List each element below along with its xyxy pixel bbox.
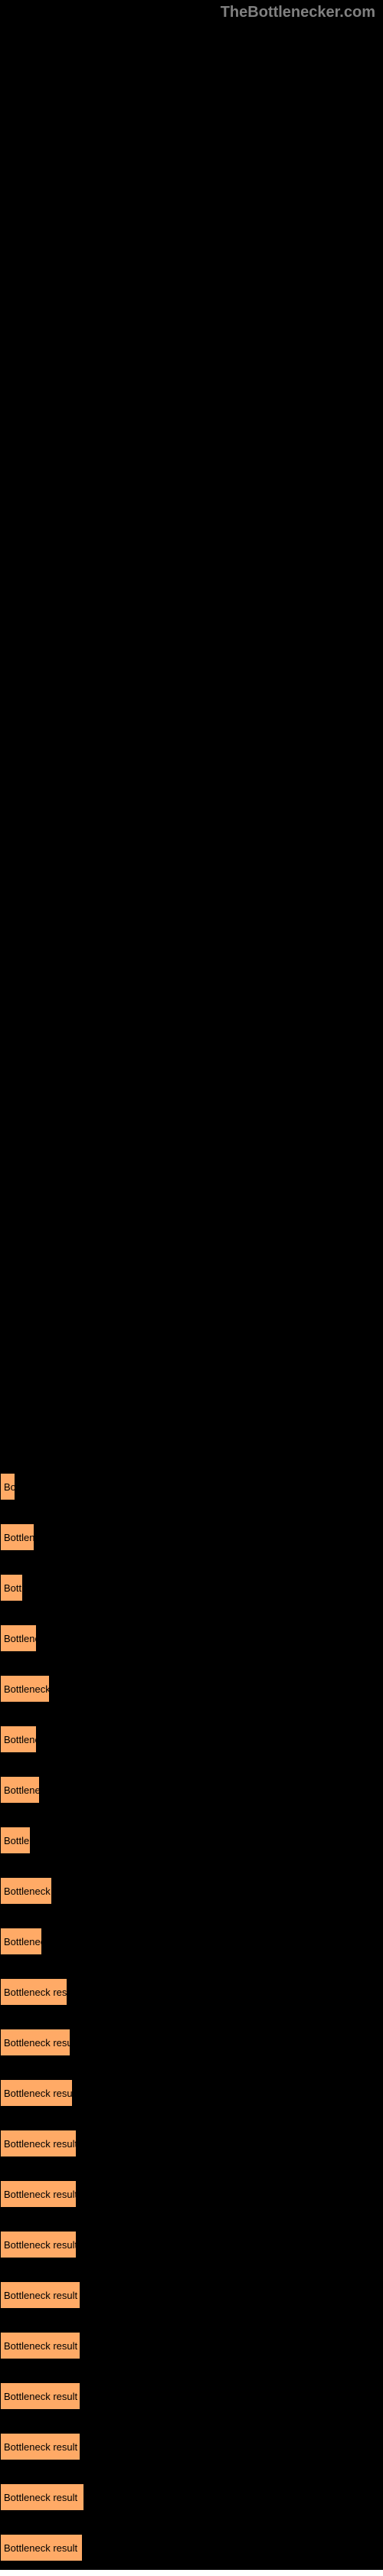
chart-bar: Bottleneck result <box>0 2382 80 2410</box>
chart-bar: Bottleneck result <box>0 1776 40 1804</box>
chart-bar: Bottleneck result <box>0 1624 37 1652</box>
chart-row: Bottleneck result <box>0 2525 383 2570</box>
chart-bar: Bottleneck result <box>0 2281 80 2309</box>
chart-bar: Bottleneck result <box>0 2079 73 2107</box>
chart-bar: Bottleneck result <box>0 2231 77 2258</box>
chart-row: Bottleneck result <box>0 1970 383 2014</box>
chart-row: Bottleneck result <box>0 1616 383 1660</box>
chart-row: Bottleneck result <box>0 1667 383 1711</box>
chart-row: Bottleneck result <box>0 2424 383 2469</box>
chart-bar: Bottleneck result <box>0 1574 23 1601</box>
chart-bar: Bottleneck result <box>0 1473 15 1500</box>
chart-bar: Bottleneck result <box>0 2332 80 2359</box>
chart-bar: Bottleneck result <box>0 1877 52 1905</box>
chart-row: Bottleneck result <box>0 1566 383 1610</box>
chart-row: Bottleneck result <box>0 2172 383 2216</box>
chart-row: Bottleneck result <box>0 1717 383 1761</box>
chart-bar: Bottleneck result <box>0 1675 50 1703</box>
chart-bar: Bottleneck result <box>0 2130 77 2157</box>
chart-row: Bottleneck result <box>0 1515 383 1559</box>
chart-row: Bottleneck result <box>0 2475 383 2519</box>
chart-bar: Bottleneck result <box>0 2029 70 2056</box>
chart-row: Bottleneck result <box>0 1768 383 1812</box>
chart-row: Bottleneck result <box>0 1818 383 1863</box>
chart-row: Bottleneck result <box>0 2121 383 2166</box>
watermark-text: TheBottlenecker.com <box>221 4 375 21</box>
chart-bar: Bottleneck result <box>0 1978 67 2006</box>
chart-row: Bottleneck result <box>0 2374 383 2418</box>
chart-row: Bottleneck result <box>0 2273 383 2317</box>
chart-row: Bottleneck result <box>0 1919 383 1964</box>
black-spacer-section <box>0 25 383 1464</box>
chart-bar: Bottleneck result <box>0 1928 42 1955</box>
chart-row: Bottleneck result <box>0 2323 383 2368</box>
chart-row: Bottleneck result <box>0 2071 383 2115</box>
chart-row: Bottleneck result <box>0 1869 383 1913</box>
chart-bar: Bottleneck result <box>0 2483 84 2511</box>
chart-row: Bottleneck result <box>0 2222 383 2267</box>
chart-row: Bottleneck result <box>0 2020 383 2065</box>
bottleneck-chart: Bottleneck result Bottleneck result Bottle… <box>0 1464 383 2570</box>
chart-bar: Bottleneck result <box>0 2534 83 2561</box>
chart-row: Bottleneck result <box>0 1464 383 1509</box>
chart-bar: Bottleneck result <box>0 1523 34 1551</box>
chart-bar: Bottleneck result <box>0 1827 31 1854</box>
chart-bar: Bottleneck result <box>0 2433 80 2460</box>
chart-bar: Bottleneck result <box>0 2180 77 2208</box>
chart-bar: Bottleneck result <box>0 1725 37 1753</box>
header: TheBottlenecker.com <box>0 0 383 25</box>
